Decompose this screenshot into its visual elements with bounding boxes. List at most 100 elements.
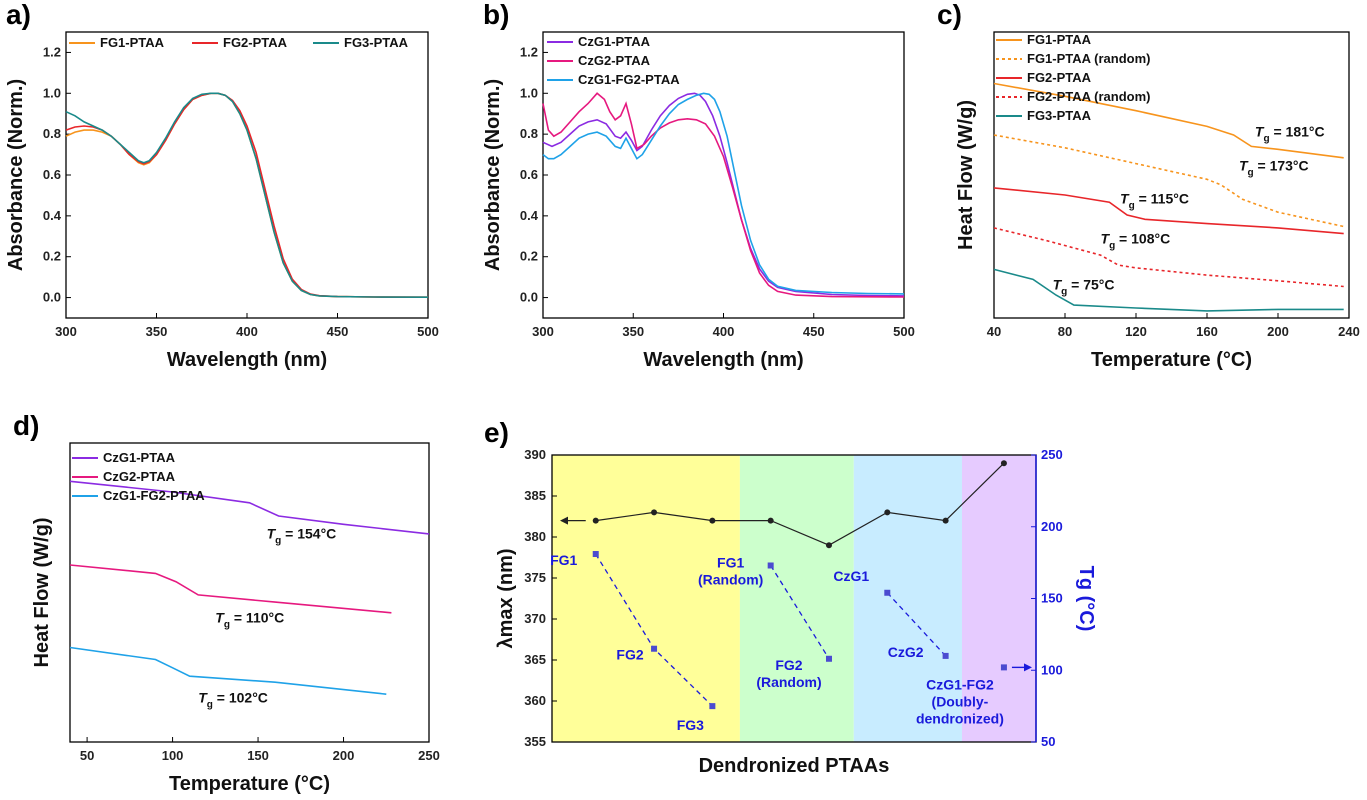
tg-annotation: Tg = 154°C xyxy=(267,526,337,547)
series-line-FG3-PTAA xyxy=(65,92,429,298)
y-right-tick-label: 50 xyxy=(1041,734,1055,749)
panel-label: c) xyxy=(937,0,962,30)
y-tick-label: 385 xyxy=(524,488,546,503)
x-tick-label: 200 xyxy=(1267,324,1289,339)
tg-subscript: g xyxy=(224,619,230,630)
tg-point-label: CzG1 xyxy=(833,568,869,584)
tg-symbol: T xyxy=(1120,191,1130,207)
x-tick-label: 500 xyxy=(417,324,439,339)
y-tick-label: 355 xyxy=(524,734,546,749)
tg-point-label-line: (Random) xyxy=(756,674,821,690)
lambda-max-point xyxy=(592,517,599,524)
panel-b: 300 350 400 450 500 0.0 0.2 0.4 0.6 0.8 1.0 1.2 Wave… xyxy=(482,0,915,371)
x-tick-label: 120 xyxy=(1125,324,1147,339)
tg-point-label-line: FG1 xyxy=(550,552,577,568)
panel-c: 40 80 120 160 200 240 Temperature (°C) Heat Flo… xyxy=(937,0,1360,371)
series-line-CzG1-PTAA xyxy=(69,480,430,535)
panel-label: a) xyxy=(6,0,31,30)
y-tick-label: 0.8 xyxy=(43,126,61,141)
tg-point-label-line: FG1 xyxy=(717,554,744,570)
tg-subscript: g xyxy=(275,536,281,547)
series-line-FG2-PTAA xyxy=(65,92,429,298)
panel-label: b) xyxy=(483,0,509,30)
right-arrow-head xyxy=(1024,663,1032,672)
x-axis-label: Temperature (°C) xyxy=(1091,349,1252,371)
legend-label: FG2-PTAA xyxy=(223,35,288,50)
category-region xyxy=(961,455,1036,742)
plot-frame xyxy=(65,31,429,319)
tg-annotation: Tg = 108°C xyxy=(1101,231,1171,252)
y-tick-label: 0.2 xyxy=(520,249,538,264)
legend-label: CzG2-PTAA xyxy=(103,469,176,484)
tg-annotation: Tg = 75°C xyxy=(1053,276,1115,297)
tg-point xyxy=(942,652,949,659)
lambda-max-line xyxy=(595,462,1005,546)
x-tick-label: 350 xyxy=(622,324,644,339)
tg-annotation: Tg = 115°C xyxy=(1120,191,1189,212)
y-tick-label: 360 xyxy=(524,693,546,708)
x-tick-label: 450 xyxy=(327,324,349,339)
x-tick-label: 160 xyxy=(1196,324,1218,339)
tg-subscript: g xyxy=(1129,201,1135,212)
tg-annotation: Tg = 181°C xyxy=(1255,123,1325,144)
panel-e: 355 360 365 370 375 380 385 390 50 100 150 200 250 FG… xyxy=(484,417,1097,777)
series-line-FG2-PTAA xyxy=(993,187,1344,235)
tg-subscript: g xyxy=(1061,286,1067,297)
legend-label: FG3-PTAA xyxy=(1027,108,1092,123)
tg-point-label-line: (Doubly- xyxy=(932,693,989,709)
tg-value: = 154°C xyxy=(281,526,336,542)
x-tick-label: 80 xyxy=(1058,324,1072,339)
lambda-max-point xyxy=(709,517,716,524)
x-axis-label: Temperature (°C) xyxy=(169,773,330,795)
tg-value: = 181°C xyxy=(1270,123,1325,139)
tg-point xyxy=(884,589,891,596)
tg-point-label: FG1 xyxy=(550,552,577,568)
tg-point-label: FG1 (Random) xyxy=(698,554,763,587)
tg-value: = 102°C xyxy=(213,690,268,706)
tg-point-label: FG2 xyxy=(616,647,643,663)
tg-point-label-line: (Random) xyxy=(698,571,763,587)
tg-annotation: Tg = 173°C xyxy=(1239,158,1309,179)
series-line-FG1-PTAA xyxy=(65,92,429,298)
y-tick-label: 1.2 xyxy=(43,44,61,59)
tg-point-label-line: CzG1 xyxy=(833,568,869,584)
legend-label: FG2-PTAA (random) xyxy=(1027,89,1151,104)
y-tick-label: 0.0 xyxy=(43,290,61,305)
series-line-FG3-PTAA xyxy=(993,268,1344,312)
tg-point-label: FG2 (Random) xyxy=(756,657,821,690)
tg-symbol: T xyxy=(1101,231,1111,247)
y-axis-label: Absorbance (Norm.) xyxy=(482,79,504,271)
category-region xyxy=(552,455,740,742)
tg-point-label-line: CzG2 xyxy=(888,644,924,660)
y-axis-label: Absorbance (Norm.) xyxy=(5,79,27,271)
legend-label: FG3-PTAA xyxy=(344,35,409,50)
panel-a: 300 350 400 450 500 0.0 0.2 0.4 0.6 0.8 1.0 1.2 Wave… xyxy=(5,0,439,371)
y-tick-label: 370 xyxy=(524,611,546,626)
tg-symbol: T xyxy=(267,526,277,542)
tg-value: = 115°C xyxy=(1135,191,1189,207)
tg-subscript: g xyxy=(1248,168,1254,179)
x-tick-label: 150 xyxy=(247,748,269,763)
legend-label: CzG1-PTAA xyxy=(103,450,176,465)
y-tick-label: 0.8 xyxy=(520,126,538,141)
series-line-CzG1-FG2-PTAA xyxy=(69,646,387,695)
legend-label: CzG1-FG2-PTAA xyxy=(578,72,680,87)
tg-point-label-line: CzG1-FG2 xyxy=(926,676,994,692)
x-tick-label: 100 xyxy=(162,748,184,763)
y-axis-label: Heat Flow (W/g) xyxy=(31,518,53,668)
y-tick-label: 1.0 xyxy=(520,85,538,100)
tg-symbol: T xyxy=(1255,123,1265,139)
tg-symbol: T xyxy=(198,690,208,706)
lambda-max-point xyxy=(884,509,891,516)
x-tick-label: 300 xyxy=(55,324,77,339)
tg-point-label-line: FG2 xyxy=(775,657,802,673)
tg-point xyxy=(1000,664,1007,671)
tg-annotation: Tg = 110°C xyxy=(215,609,284,630)
y-tick-label: 365 xyxy=(524,652,546,667)
legend-label: FG2-PTAA xyxy=(1027,70,1092,85)
tg-point xyxy=(767,562,774,569)
lambda-max-point xyxy=(1000,460,1007,467)
panel-d: 50 100 150 200 250 Temperature (°C) Heat Flow … xyxy=(13,410,440,795)
series-line-CzG1-PTAA xyxy=(542,92,905,297)
